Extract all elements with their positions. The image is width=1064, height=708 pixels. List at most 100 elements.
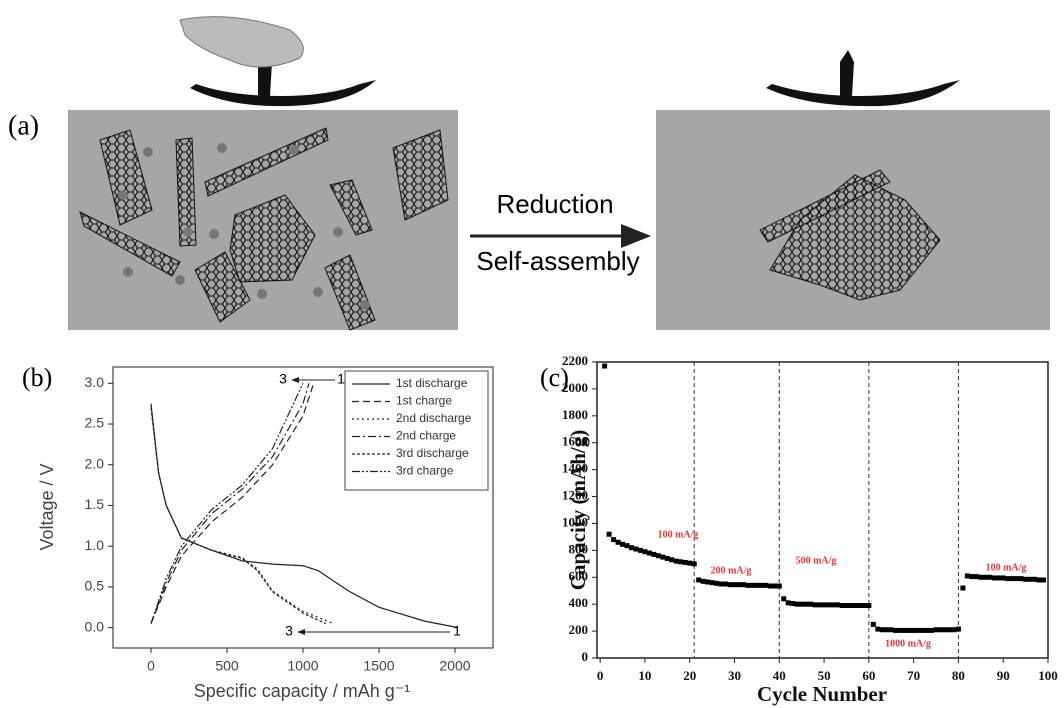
point	[982, 574, 988, 580]
point	[861, 603, 867, 609]
series-line	[150, 383, 310, 624]
point	[790, 601, 796, 607]
y-tick-label: 200	[569, 622, 589, 637]
point	[709, 580, 715, 586]
y-axis-title: Voltage / V	[37, 463, 57, 550]
point	[749, 582, 755, 588]
point	[687, 560, 693, 566]
point	[1023, 576, 1029, 582]
point	[812, 602, 818, 608]
point	[929, 627, 935, 633]
point	[897, 627, 903, 633]
point	[606, 531, 612, 537]
point	[781, 596, 787, 602]
point	[902, 627, 908, 633]
x-tick-label: 0	[147, 658, 155, 674]
point	[991, 575, 997, 581]
series-line	[150, 383, 304, 624]
boat	[190, 80, 376, 107]
point	[920, 627, 926, 633]
point	[785, 600, 791, 606]
y-tick-label: 800	[569, 541, 589, 556]
x-tick-label: 50	[818, 668, 831, 683]
x-tick-label: 70	[907, 668, 920, 683]
point	[955, 626, 961, 632]
point	[736, 582, 742, 588]
point	[799, 601, 805, 607]
point	[678, 559, 684, 565]
point	[615, 539, 621, 545]
point	[602, 363, 608, 369]
point	[655, 553, 661, 559]
x-tick-label: 80	[952, 668, 965, 683]
rate-label: 100 mA/g	[986, 562, 1027, 573]
legend-label: 2nd discharge	[396, 411, 472, 425]
point	[835, 602, 841, 608]
point	[696, 577, 702, 583]
point	[772, 583, 778, 589]
x-tick-label: 30	[728, 668, 741, 683]
x-tick-label: 20	[683, 668, 696, 683]
flakes	[118, 143, 370, 310]
y-tick-label: 2000	[562, 380, 588, 395]
point	[611, 537, 617, 543]
point	[651, 551, 657, 557]
y-tick-label: 1600	[562, 434, 588, 449]
y-tick-label: 1.0	[85, 537, 105, 553]
x-tick-label: 1500	[363, 658, 394, 674]
point	[946, 627, 952, 633]
point	[660, 554, 666, 560]
point	[628, 545, 634, 551]
point	[1032, 576, 1038, 582]
y-tick-label: 600	[569, 568, 589, 583]
point	[875, 626, 881, 632]
x-axis-title: Cycle Number	[757, 682, 887, 706]
y-tick-label: 1000	[562, 514, 588, 529]
x-tick-label: 100	[1038, 668, 1058, 683]
point	[758, 582, 764, 588]
point	[700, 578, 706, 584]
x-tick-label: 90	[997, 668, 1010, 683]
point	[826, 602, 832, 608]
point	[843, 603, 849, 609]
point	[633, 546, 639, 552]
point	[906, 627, 912, 633]
point	[973, 574, 979, 580]
annotation: 1	[337, 371, 345, 387]
y-tick-label: 3.0	[85, 374, 105, 390]
graphene-sheets	[79, 127, 941, 331]
point	[1014, 576, 1020, 582]
series-line	[150, 407, 334, 625]
x-axis-title: Specific capacity / mAh g⁻¹	[194, 681, 411, 701]
legend-label: 3rd charge	[396, 464, 454, 478]
point	[866, 603, 872, 609]
rate-label: 1000 mA/g	[885, 638, 931, 649]
point	[978, 574, 984, 580]
point	[879, 627, 885, 633]
point	[942, 627, 948, 633]
point	[718, 581, 724, 587]
point	[1018, 576, 1024, 582]
y-axis-title: Capacity (mAh/g)	[566, 430, 590, 590]
point	[964, 573, 970, 579]
boat	[766, 80, 960, 107]
legend-label: 1st charge	[396, 394, 452, 408]
x-tick-label: 40	[773, 668, 786, 683]
rate-label: 200 mA/g	[711, 565, 752, 576]
point	[893, 627, 899, 633]
point	[673, 558, 679, 564]
legend-label: 3rd discharge	[396, 446, 469, 460]
y-tick-label: 1800	[562, 407, 588, 422]
series-line	[150, 407, 327, 625]
y-tick-label: 1.5	[85, 496, 105, 512]
y-tick-label: 2200	[562, 353, 588, 368]
point	[754, 582, 760, 588]
point	[740, 582, 746, 588]
x-tick-label: 0	[597, 668, 604, 683]
point	[870, 621, 876, 627]
point	[624, 543, 630, 549]
annotation: 1	[453, 623, 461, 639]
panel-label: (c)	[540, 363, 569, 392]
point	[817, 602, 823, 608]
